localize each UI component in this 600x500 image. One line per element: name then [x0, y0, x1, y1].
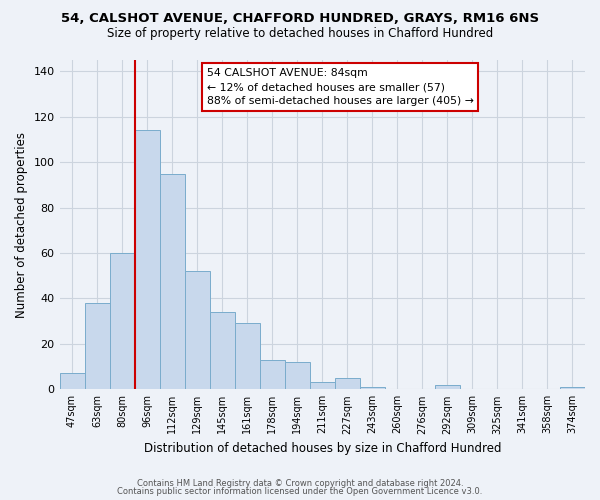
Bar — [285, 362, 310, 390]
Bar — [209, 312, 235, 390]
Bar — [335, 378, 360, 390]
Text: 54, CALSHOT AVENUE, CHAFFORD HUNDRED, GRAYS, RM16 6NS: 54, CALSHOT AVENUE, CHAFFORD HUNDRED, GR… — [61, 12, 539, 26]
Bar — [160, 174, 185, 390]
Bar — [310, 382, 335, 390]
Text: 54 CALSHOT AVENUE: 84sqm
← 12% of detached houses are smaller (57)
88% of semi-d: 54 CALSHOT AVENUE: 84sqm ← 12% of detach… — [206, 68, 473, 106]
X-axis label: Distribution of detached houses by size in Chafford Hundred: Distribution of detached houses by size … — [143, 442, 501, 455]
Y-axis label: Number of detached properties: Number of detached properties — [15, 132, 28, 318]
Bar — [560, 387, 585, 390]
Bar — [59, 374, 85, 390]
Bar — [110, 253, 134, 390]
Bar — [85, 303, 110, 390]
Bar — [134, 130, 160, 390]
Bar — [185, 271, 209, 390]
Text: Contains public sector information licensed under the Open Government Licence v3: Contains public sector information licen… — [118, 487, 482, 496]
Bar — [435, 385, 460, 390]
Text: Contains HM Land Registry data © Crown copyright and database right 2024.: Contains HM Land Registry data © Crown c… — [137, 478, 463, 488]
Bar — [360, 387, 385, 390]
Bar — [260, 360, 285, 390]
Bar — [235, 324, 260, 390]
Text: Size of property relative to detached houses in Chafford Hundred: Size of property relative to detached ho… — [107, 28, 493, 40]
